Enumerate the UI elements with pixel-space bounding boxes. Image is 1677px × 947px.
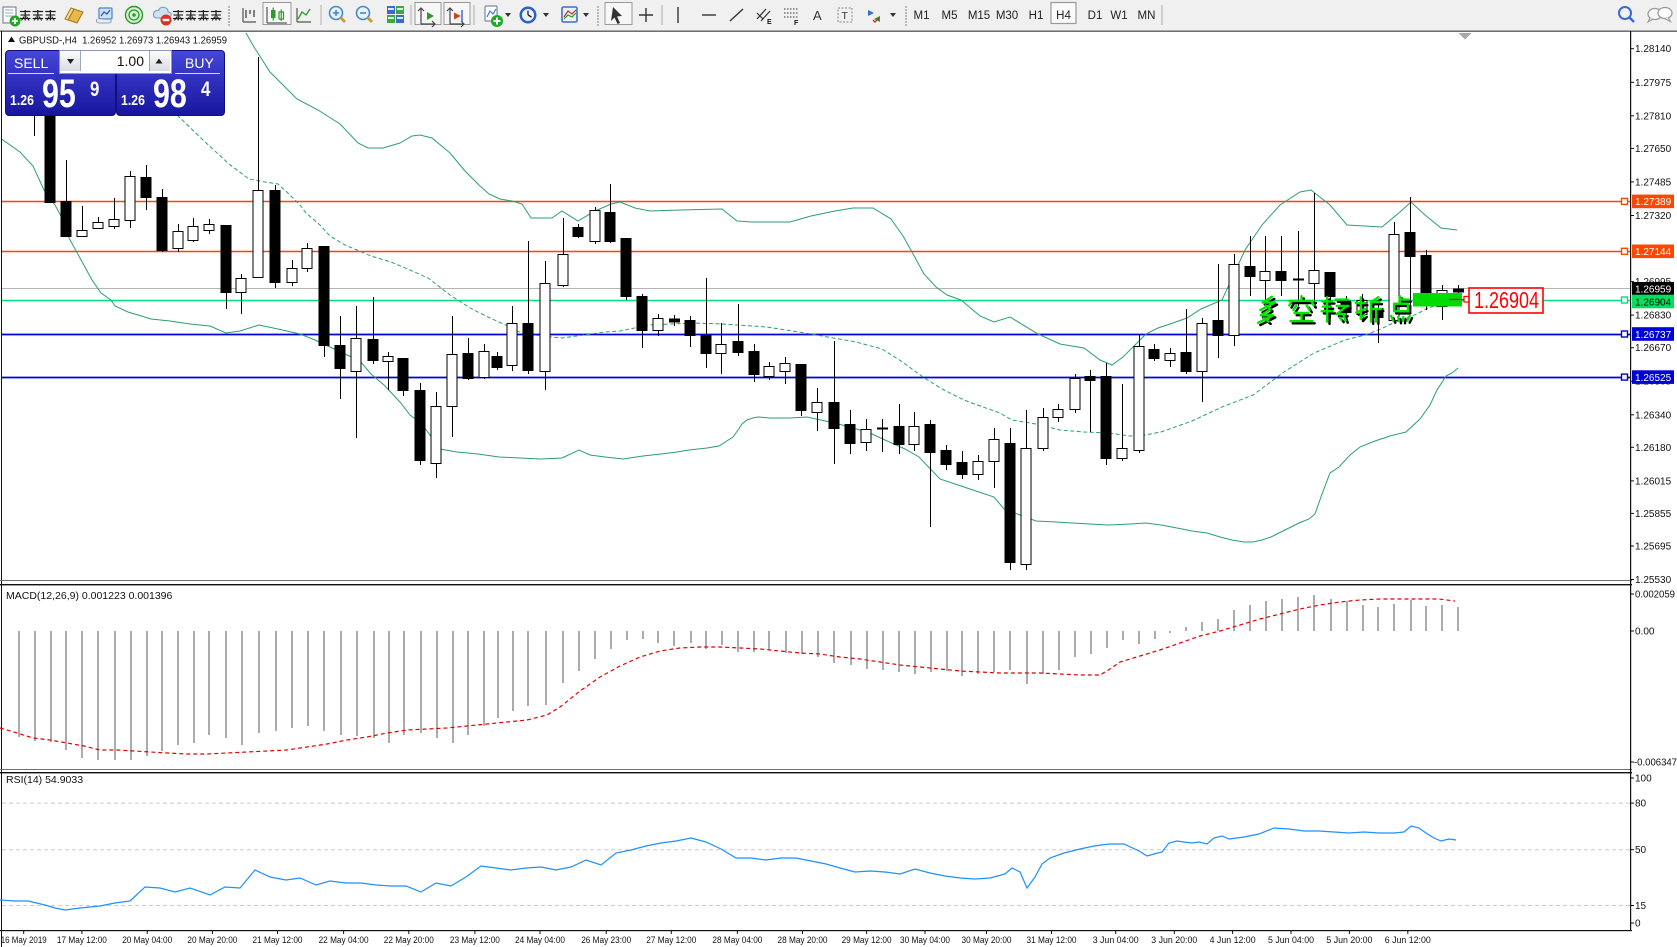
svg-text:21 May 12:00: 21 May 12:00 (253, 935, 303, 946)
svg-text:1.26830: 1.26830 (1635, 311, 1672, 322)
svg-text:3 Jun 04:00: 3 Jun 04:00 (1093, 935, 1139, 946)
svg-text:1.25855: 1.25855 (1635, 509, 1672, 520)
svg-text:23 May 12:00: 23 May 12:00 (450, 935, 500, 946)
svg-text:1.26340: 1.26340 (1635, 410, 1672, 421)
svg-text:4 Jun 12:00: 4 Jun 12:00 (1210, 935, 1256, 946)
svg-text:29 May 12:00: 29 May 12:00 (842, 935, 892, 946)
svg-text:1.26904: 1.26904 (1635, 297, 1672, 308)
svg-text:16 May 2019: 16 May 2019 (1, 935, 47, 946)
svg-text:M15: M15 (968, 10, 990, 22)
svg-text:1.25530: 1.25530 (1635, 575, 1672, 586)
svg-text:D1: D1 (1088, 10, 1103, 22)
svg-text:1.26670: 1.26670 (1635, 343, 1672, 354)
svg-text:F: F (794, 20, 799, 27)
svg-text:0.00: 0.00 (1635, 627, 1655, 638)
svg-text:1.26737: 1.26737 (1635, 330, 1672, 341)
svg-text:30 May 20:00: 30 May 20:00 (962, 935, 1012, 946)
svg-text:1.27650: 1.27650 (1635, 144, 1672, 155)
svg-text:A: A (813, 8, 822, 23)
svg-text:15: 15 (1635, 901, 1647, 912)
svg-text:1.28140: 1.28140 (1635, 44, 1672, 55)
svg-text:MN: MN (1138, 10, 1156, 22)
svg-text:17 May 12:00: 17 May 12:00 (57, 935, 107, 946)
svg-text:0: 0 (1635, 919, 1641, 930)
svg-text:1.26180: 1.26180 (1635, 443, 1672, 454)
svg-text:50: 50 (1635, 845, 1647, 856)
svg-text:1.25695: 1.25695 (1635, 542, 1672, 553)
svg-text:3 Jun 20:00: 3 Jun 20:00 (1151, 935, 1197, 946)
svg-text:22 May 04:00: 22 May 04:00 (319, 935, 369, 946)
svg-text:1.27389: 1.27389 (1635, 197, 1672, 208)
svg-text:20 May 20:00: 20 May 20:00 (187, 935, 237, 946)
svg-text:1.26015: 1.26015 (1635, 476, 1672, 487)
svg-text:31 May 12:00: 31 May 12:00 (1027, 935, 1077, 946)
svg-text:RSI(14) 54.9033: RSI(14) 54.9033 (6, 774, 83, 786)
svg-text:MACD(12,26,9) 0.001223 0.00139: MACD(12,26,9) 0.001223 0.001396 (6, 590, 173, 602)
svg-text:T: T (842, 10, 849, 22)
svg-text:20 May 04:00: 20 May 04:00 (122, 935, 172, 946)
svg-text:0.002059: 0.002059 (1635, 590, 1675, 601)
svg-text:E: E (767, 19, 772, 26)
svg-text:1.26959: 1.26959 (1635, 285, 1672, 296)
svg-text:H4: H4 (1056, 10, 1071, 22)
svg-text:M5: M5 (942, 10, 958, 22)
svg-text:28 May 04:00: 28 May 04:00 (712, 935, 762, 946)
svg-text:1.26525: 1.26525 (1635, 373, 1672, 384)
svg-text:27 May 12:00: 27 May 12:00 (646, 935, 696, 946)
svg-text:100: 100 (1635, 774, 1652, 785)
svg-text:GBPUSD-,H4 1.26952 1.26973 1.: GBPUSD-,H4 1.26952 1.26973 1.26943 1.269… (19, 35, 227, 47)
svg-text:30 May 04:00: 30 May 04:00 (900, 935, 950, 946)
svg-text:1.27975: 1.27975 (1635, 78, 1672, 89)
svg-text:1.27485: 1.27485 (1635, 177, 1672, 188)
svg-text:22 May 20:00: 22 May 20:00 (384, 935, 434, 946)
svg-text:-0.006347: -0.006347 (1634, 758, 1677, 769)
svg-text:1.26904: 1.26904 (1474, 287, 1539, 313)
svg-text:28 May 20:00: 28 May 20:00 (778, 935, 828, 946)
svg-text:5 Jun 04:00: 5 Jun 04:00 (1268, 935, 1314, 946)
svg-text:5 Jun 20:00: 5 Jun 20:00 (1326, 935, 1372, 946)
svg-text:W1: W1 (1110, 10, 1127, 22)
svg-text:26 May 23:00: 26 May 23:00 (581, 935, 631, 946)
svg-text:80: 80 (1635, 799, 1647, 810)
svg-text:1.27144: 1.27144 (1635, 247, 1672, 258)
svg-text:M30: M30 (996, 10, 1018, 22)
svg-text:M1: M1 (914, 10, 930, 22)
svg-text:1.27320: 1.27320 (1635, 211, 1672, 222)
svg-text:6 Jun 12:00: 6 Jun 12:00 (1385, 935, 1431, 946)
svg-text:H1: H1 (1029, 10, 1044, 22)
svg-text:24 May 04:00: 24 May 04:00 (515, 935, 565, 946)
svg-text:1.27810: 1.27810 (1635, 111, 1672, 122)
